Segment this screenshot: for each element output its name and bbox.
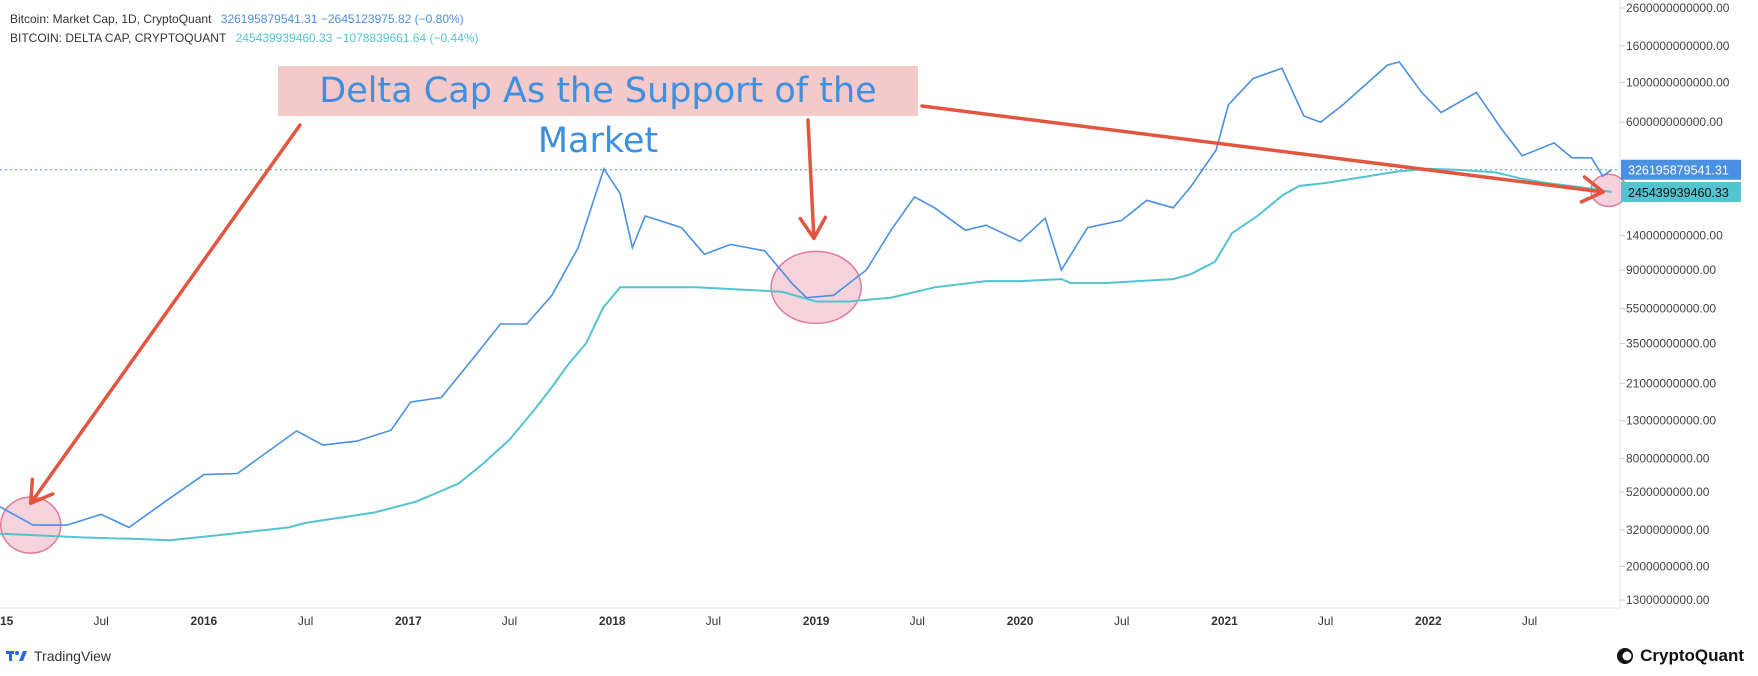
- x-tick-label: 2021: [1211, 614, 1238, 628]
- annotation-arrows: [28, 104, 1605, 506]
- last-value-tag-label: 326195879541.31: [1628, 164, 1729, 178]
- annotation-headline: Delta Cap As the Support of the Market: [278, 66, 918, 161]
- annotation-arrow-head: [798, 215, 828, 241]
- x-tick-label: 2019: [803, 614, 830, 628]
- x-tick-label: 2016: [191, 614, 218, 628]
- y-tick-label: 2600000000000.00: [1626, 1, 1730, 15]
- x-tick-label: Jul: [706, 614, 721, 628]
- y-tick-label: 90000000000.00: [1626, 263, 1716, 277]
- annotation-arrow-head: [1579, 175, 1605, 204]
- annotation-arrow-shaft: [806, 118, 816, 241]
- y-axis-tick-labels: 2600000000000.00 1600000000000.00 10000000…: [1626, 1, 1730, 607]
- tradingview-logo-icon: [6, 651, 27, 661]
- annotation-arrow-head: [28, 477, 55, 506]
- legend-market-cap-values: 326195879541.31 −2645123975.82 (−0.80%): [220, 12, 464, 26]
- x-tick-label: Jul: [298, 614, 313, 628]
- highlight-circle: [770, 250, 862, 325]
- market-cap-line: [0, 61, 1613, 529]
- x-tick-label: 2022: [1415, 614, 1442, 628]
- last-value-tags: 326195879541.31 245439939460.33: [1621, 159, 1741, 202]
- y-tick-label: 8000000000.00: [1626, 451, 1710, 465]
- cryptoquant-label: CryptoQuant: [1640, 646, 1744, 665]
- y-tick-label: 21000000000.00: [1626, 376, 1716, 390]
- x-tick-label: Jul: [1522, 614, 1537, 628]
- tradingview-brand[interactable]: TradingView: [6, 648, 111, 664]
- y-tick-label: 1600000000000.00: [1626, 39, 1730, 53]
- y-tick-label: 2000000000.00: [1626, 559, 1710, 573]
- chart-legend: Bitcoin: Market Cap, 1D, CryptoQuant 326…: [10, 10, 479, 48]
- x-tick-label: 2015: [0, 614, 14, 628]
- y-tick-label: 5200000000.00: [1626, 485, 1710, 499]
- x-tick-label: 2018: [599, 614, 626, 628]
- y-tick-label: 3200000000.00: [1626, 523, 1710, 537]
- x-axis-tick-labels: 2015 Jul 2016 Jul 2017 Jul 2018 Jul 2019 Jul 2020 J…: [0, 614, 1537, 628]
- grid-lines: [1620, 7, 1625, 601]
- y-tick-label: 140000000000.00: [1626, 229, 1723, 243]
- x-tick-label: Jul: [93, 614, 108, 628]
- legend-delta-cap-values: 245439939460.33 −1078839661.64 (−0.44%): [235, 31, 479, 45]
- legend-row-market-cap: Bitcoin: Market Cap, 1D, CryptoQuant 326…: [10, 10, 479, 29]
- last-value-tag-label: 245439939460.33: [1628, 186, 1729, 200]
- tradingview-label: TradingView: [34, 648, 112, 664]
- annotation-arrow-shaft: [920, 104, 1605, 194]
- x-tick-label: 2017: [395, 614, 422, 628]
- y-tick-label: 55000000000.00: [1626, 301, 1716, 315]
- y-tick-label: 13000000000.00: [1626, 414, 1716, 428]
- legend-row-delta-cap: BITCOIN: DELTA CAP, CRYPTOQUANT 24543993…: [10, 29, 479, 48]
- axis-separators: [0, 0, 1621, 609]
- delta-cap-line: [0, 167, 1612, 542]
- x-tick-label: Jul: [1114, 614, 1129, 628]
- x-tick-label: Jul: [502, 614, 517, 628]
- last-value-tag-bg: [1621, 159, 1741, 180]
- last-value-tag-bg: [1621, 181, 1741, 202]
- x-tick-label: Jul: [910, 614, 925, 628]
- highlight-circles: [0, 173, 1628, 554]
- annotation-arrow-shaft: [28, 123, 302, 506]
- x-tick-label: Jul: [1318, 614, 1333, 628]
- cryptoquant-logo-icon: [1617, 648, 1634, 664]
- y-tick-label: 1300000000.00: [1626, 593, 1710, 607]
- x-tick-label: 2020: [1007, 614, 1034, 628]
- y-tick-label: 600000000000.00: [1626, 115, 1723, 129]
- y-tick-label: 35000000000.00: [1626, 337, 1716, 351]
- legend-delta-cap-name: BITCOIN: DELTA CAP, CRYPTOQUANT: [10, 31, 227, 45]
- y-tick-label: 1000000000000.00: [1626, 75, 1730, 89]
- cryptoquant-brand: CryptoQuant: [1616, 646, 1744, 666]
- legend-market-cap-name: Bitcoin: Market Cap, 1D, CryptoQuant: [10, 12, 212, 26]
